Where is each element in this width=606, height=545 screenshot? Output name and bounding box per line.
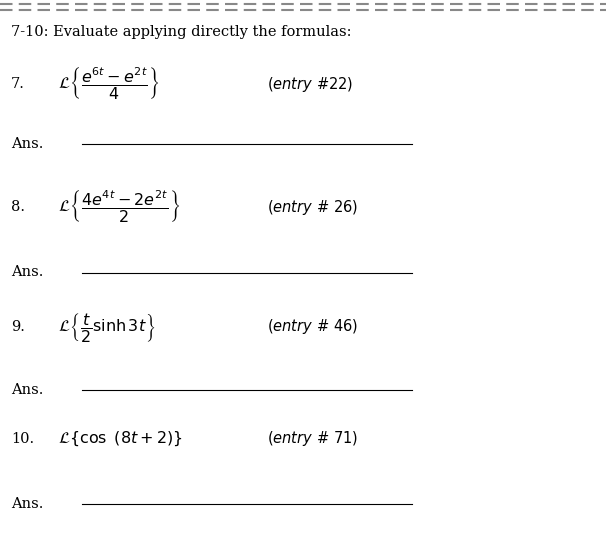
Text: $(entry\ \#22)$: $(entry\ \#22)$ bbox=[267, 75, 353, 94]
Text: 7-10: Evaluate applying directly the formulas:: 7-10: Evaluate applying directly the for… bbox=[11, 25, 351, 39]
Text: Ans.: Ans. bbox=[11, 383, 43, 397]
Text: Ans.: Ans. bbox=[11, 497, 43, 511]
Text: 10.: 10. bbox=[11, 432, 34, 446]
Text: $(entry\ \#\ 71)$: $(entry\ \#\ 71)$ bbox=[267, 429, 358, 448]
Text: 9.: 9. bbox=[11, 320, 25, 334]
Text: $(entry\ \#\ 46)$: $(entry\ \#\ 46)$ bbox=[267, 318, 358, 336]
Text: 7.: 7. bbox=[11, 77, 25, 92]
Text: Ans.: Ans. bbox=[11, 265, 43, 280]
Text: $\mathcal{L}\left\{\dfrac{t}{2}\sinh 3t\right\}$: $\mathcal{L}\left\{\dfrac{t}{2}\sinh 3t\… bbox=[58, 311, 155, 343]
Text: $(entry\ \#\ 26)$: $(entry\ \#\ 26)$ bbox=[267, 198, 358, 216]
Text: Ans.: Ans. bbox=[11, 137, 43, 152]
Text: $\mathcal{L}\left\{\dfrac{e^{6t} - e^{2t}}{4}\right\}$: $\mathcal{L}\left\{\dfrac{e^{6t} - e^{2t… bbox=[58, 66, 159, 102]
Text: $\mathcal{L}\{\cos\ (8t + 2)\}$: $\mathcal{L}\{\cos\ (8t + 2)\}$ bbox=[58, 429, 182, 448]
Text: $\mathcal{L}\left\{\dfrac{4e^{4t} - 2e^{2t}}{2}\right\}$: $\mathcal{L}\left\{\dfrac{4e^{4t} - 2e^{… bbox=[58, 189, 180, 225]
Text: 8.: 8. bbox=[11, 200, 25, 214]
